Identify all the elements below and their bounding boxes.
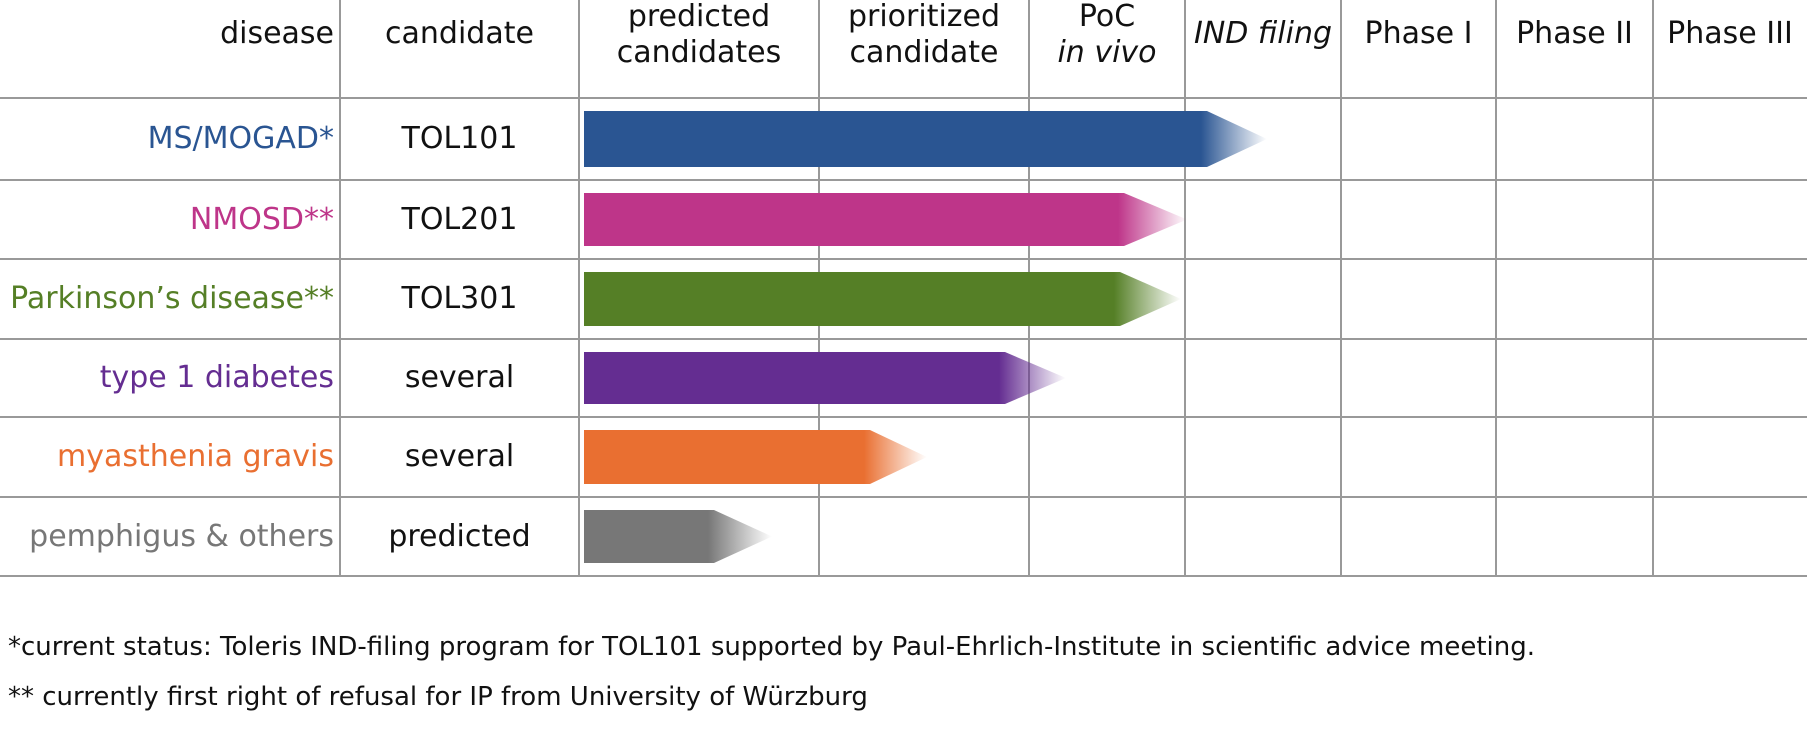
footnote: *current status: Toleris IND-filing prog… bbox=[8, 632, 1536, 662]
disease-label: pemphigus & others bbox=[29, 518, 334, 554]
header-text: IND filing bbox=[1193, 16, 1333, 51]
candidate-label: predicted bbox=[388, 518, 531, 554]
header-cell: Phase II bbox=[1496, 0, 1653, 68]
header-text: candidate bbox=[385, 16, 534, 51]
progress-arrow bbox=[584, 193, 1187, 246]
footnote: ** currently first right of refusal for … bbox=[8, 682, 868, 712]
disease-label: Parkinson’s disease** bbox=[10, 281, 334, 316]
candidate-label: several bbox=[404, 360, 515, 395]
header-cell: prioritized candidate bbox=[819, 0, 1029, 70]
header-cell: predicted candidates bbox=[579, 0, 819, 70]
progress-arrow bbox=[584, 430, 927, 484]
disease-label: myasthenia gravis bbox=[57, 439, 334, 474]
header-cell: candidate bbox=[340, 0, 579, 68]
header-text: candidates bbox=[616, 35, 782, 70]
candidate-label: several bbox=[404, 439, 515, 474]
progress-arrow bbox=[584, 111, 1267, 167]
header-text: Phase II bbox=[1516, 16, 1633, 51]
header-cell: IND filing bbox=[1185, 0, 1341, 68]
header-text: Phase I bbox=[1364, 16, 1473, 51]
progress-arrow bbox=[584, 272, 1181, 326]
candidate-label: TOL301 bbox=[401, 281, 518, 316]
candidate-label: TOL201 bbox=[401, 201, 518, 237]
header-text: disease bbox=[220, 16, 334, 51]
disease-label: type 1 diabetes bbox=[99, 360, 334, 395]
header-cell: PoC in vivo bbox=[1029, 0, 1185, 70]
header-text: candidate bbox=[849, 35, 999, 70]
candidate-label: TOL101 bbox=[401, 121, 518, 156]
progress-arrow bbox=[584, 510, 772, 563]
header-text: Phase III bbox=[1667, 16, 1793, 51]
disease-label: MS/MOGAD* bbox=[147, 121, 334, 156]
header-cell: disease bbox=[0, 0, 334, 68]
header-text: in vivo bbox=[1057, 35, 1157, 70]
header-text: PoC bbox=[1078, 0, 1136, 34]
header-text: predicted bbox=[627, 0, 771, 34]
header-cell: Phase III bbox=[1653, 0, 1807, 68]
progress-arrow bbox=[584, 352, 1066, 404]
header-cell: Phase I bbox=[1341, 0, 1496, 68]
disease-label: NMOSD** bbox=[189, 201, 334, 237]
header-text: prioritized bbox=[847, 0, 1001, 34]
